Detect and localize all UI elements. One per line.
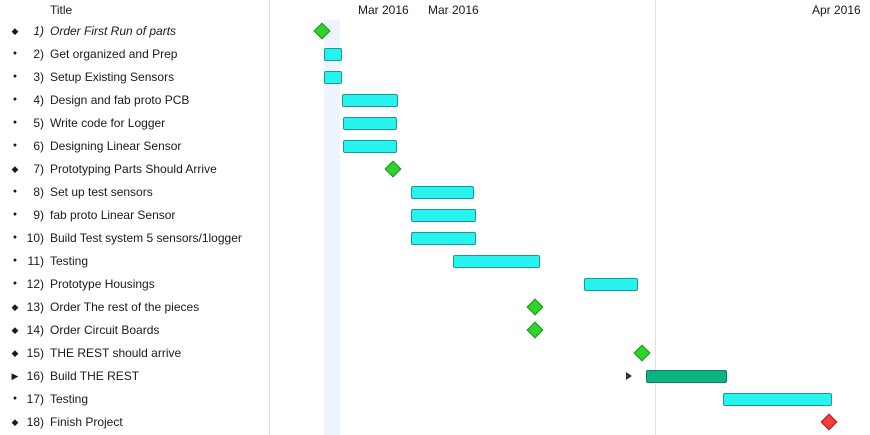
milestone-diamond-icon[interactable]: ◆ [11,164,19,174]
task-name[interactable]: Designing Linear Sensor [50,139,182,153]
task-name[interactable]: Build Test system 5 sensors/1logger [50,231,242,245]
task-row[interactable]: ● 2) Get organized and Prep [0,43,270,66]
milestone-marker[interactable] [633,344,651,362]
task-name[interactable]: Testing [50,392,89,406]
task-row[interactable]: ● 4) Design and fab proto PCB [0,89,270,112]
task-row[interactable]: ◆ 13) Order The rest of the pieces [0,296,270,319]
task-row[interactable]: ● 9) fab proto Linear Sensor [0,204,270,227]
task-name[interactable]: Order First Run of parts [50,24,177,38]
task-name[interactable]: Setup Existing Sensors [50,70,175,84]
expand-triangle-icon[interactable]: ▶ [11,371,19,381]
task-number: 18) [26,415,44,429]
task-number: 4) [33,93,44,107]
task-row[interactable]: ● 11) Testing [0,250,270,273]
task-row[interactable]: ◆ 7) Prototyping Parts Should Arrive [0,158,270,181]
task-number: 10) [26,231,44,245]
task-number: 12) [26,277,44,291]
task-bullet-icon[interactable]: ● [12,211,18,218]
milestone-diamond-icon[interactable]: ◆ [11,302,19,312]
milestone-marker[interactable] [820,413,838,431]
task-number: 5) [33,116,44,130]
milestone-marker[interactable] [526,321,544,339]
task-number: 7) [33,162,44,176]
timeline-label-3: Apr 2016 [812,3,861,17]
collapsed-group-icon[interactable] [626,372,632,380]
task-number: 1) [33,24,44,38]
summary-bar[interactable] [646,370,727,383]
task-row[interactable]: ● 6) Designing Linear Sensor [0,135,270,158]
task-bullet-icon[interactable]: ● [12,395,18,402]
milestone-diamond-icon[interactable]: ◆ [11,325,19,335]
task-bar[interactable] [324,71,342,84]
milestone-diamond-icon[interactable]: ◆ [11,348,19,358]
task-name[interactable]: Get organized and Prep [50,47,178,61]
task-number: 2) [33,47,44,61]
task-name[interactable]: Testing [50,254,89,268]
task-bar[interactable] [324,48,342,61]
task-row[interactable]: ◆ 18) Finish Project [0,411,270,434]
today-band [324,20,340,435]
task-name[interactable]: Set up test sensors [50,185,153,199]
task-name[interactable]: Finish Project [50,415,123,429]
task-number: 17) [26,392,44,406]
task-row[interactable]: ◆ 14) Order Circuit Boards [0,319,270,342]
gantt-chart: Mar 2016 Mar 2016 Apr 2016 [270,0,870,435]
task-bullet-icon[interactable]: ● [12,119,18,126]
task-number: 11) [27,254,44,268]
task-row[interactable]: ● 12) Prototype Housings [0,273,270,296]
task-name[interactable]: Write code for Logger [50,116,166,130]
task-number: 15) [26,346,44,360]
task-name[interactable]: Design and fab proto PCB [50,93,190,107]
task-row[interactable]: ◆ 15) THE REST should arrive [0,342,270,365]
title-column-header[interactable]: Title [50,3,73,17]
task-name[interactable]: Order The rest of the pieces [50,300,200,314]
milestone-diamond-icon[interactable]: ◆ [11,417,19,427]
task-bar[interactable] [342,94,398,107]
task-bar[interactable] [411,186,474,199]
task-bullet-icon[interactable]: ● [12,257,18,264]
task-bar[interactable] [584,278,638,291]
task-bar[interactable] [453,255,540,268]
task-number: 14) [26,323,44,337]
task-row[interactable]: ● 5) Write code for Logger [0,112,270,135]
task-row[interactable]: ● 3) Setup Existing Sensors [0,66,270,89]
task-bullet-icon[interactable]: ● [12,73,18,80]
milestone-diamond-icon[interactable]: ◆ [11,26,19,36]
milestone-marker[interactable] [526,298,544,316]
task-bullet-icon[interactable]: ● [12,280,18,287]
task-row[interactable]: ◆ 1) Order First Run of parts [0,20,270,43]
task-bar[interactable] [343,140,397,153]
milestone-marker[interactable] [384,160,402,178]
timeline-label-2: Mar 2016 [428,3,479,17]
task-row[interactable]: ▶ 16) Build THE REST [0,365,270,388]
task-number: 16) [26,369,44,383]
panel-divider[interactable] [269,0,270,435]
task-bar[interactable] [411,232,476,245]
task-number: 13) [26,300,44,314]
task-row[interactable]: ● 17) Testing [0,388,270,411]
task-number: 9) [33,208,44,222]
task-bullet-icon[interactable]: ● [12,96,18,103]
task-name[interactable]: fab proto Linear Sensor [50,208,176,222]
task-bar[interactable] [343,117,397,130]
task-bar[interactable] [723,393,832,406]
task-number: 6) [33,139,44,153]
task-row[interactable]: ● 10) Build Test system 5 sensors/1logger [0,227,270,250]
month-gridline [655,0,656,435]
task-number: 3) [33,70,44,84]
task-name[interactable]: Order Circuit Boards [50,323,160,337]
task-bar[interactable] [411,209,476,222]
task-bullet-icon[interactable]: ● [12,188,18,195]
task-row[interactable]: ● 8) Set up test sensors [0,181,270,204]
task-bullet-icon[interactable]: ● [12,50,18,57]
task-name[interactable]: THE REST should arrive [50,346,182,360]
task-name[interactable]: Prototyping Parts Should Arrive [50,162,217,176]
timeline-label-1: Mar 2016 [358,3,409,17]
task-name[interactable]: Prototype Housings [50,277,155,291]
task-bullet-icon[interactable]: ● [12,234,18,241]
task-list-panel: Title ◆ 1) Order First Run of parts ● 2) Get … [0,0,270,435]
task-name[interactable]: Build THE REST [50,369,140,383]
task-bullet-icon[interactable]: ● [12,142,18,149]
task-number: 8) [33,185,44,199]
